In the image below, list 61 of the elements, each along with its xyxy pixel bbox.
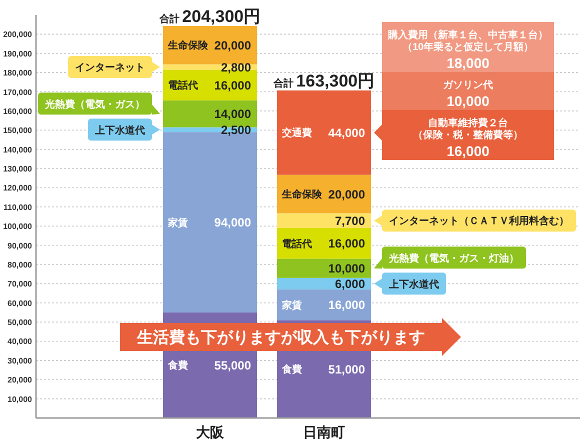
card-text: ガソリン代: [443, 80, 493, 91]
y-tick-label: 10,000: [8, 394, 32, 404]
y-tick-label: 130,000: [3, 164, 32, 174]
series-name: 食費: [168, 360, 188, 372]
y-tick-label: 110,000: [4, 202, 32, 212]
series-name: 家賃: [282, 300, 302, 312]
total: 合計 163,300円: [273, 71, 375, 90]
value-label: 16,000: [214, 78, 251, 92]
value-label: 16,000: [328, 236, 365, 251]
y-tick-label: 100,000: [3, 222, 32, 232]
y-tick-label: 70,000: [8, 280, 32, 289]
y-tick-label: 180,000: [3, 68, 32, 78]
series-name: 食費: [282, 364, 302, 376]
value-label: 94,000: [214, 216, 251, 230]
card-text: 自動車維持費２台（保険・税・整備費等）: [413, 118, 523, 141]
series-name: 電話代: [168, 80, 198, 92]
y-tick-label: 40,000: [8, 337, 32, 346]
legend-label: 上下水道代: [95, 125, 145, 136]
y-tick-label: 120,000: [3, 184, 32, 193]
y-tick-label: 150,000: [3, 126, 32, 136]
callout-text: インターネット（ＣＡＴＶ利用料含む）: [389, 216, 569, 228]
legend-label: 光熱費（電気・ガス）: [45, 99, 145, 110]
category-label: 大阪: [196, 424, 224, 440]
y-tick-label: 30,000: [8, 356, 32, 366]
value-label: 2,800: [220, 60, 251, 74]
value-label: 20,000: [214, 38, 251, 52]
value-label: 55,000: [214, 358, 251, 373]
y-tick-label: 160,000: [3, 106, 32, 116]
card-text: 購入費用（新車１台、中古車１台）（10年乗ると仮定して月額）: [388, 30, 548, 53]
series-name: 電話代: [282, 238, 312, 250]
value-label: 44,000: [328, 126, 365, 140]
legend-label: インターネット: [75, 62, 145, 74]
banner-text: 生活費も下がりますが収入も下がります: [137, 330, 425, 346]
y-tick-label: 190,000: [3, 49, 32, 58]
value-label: 14,000: [214, 107, 251, 122]
series-name: 家賃: [168, 218, 188, 229]
series-name: 生命保険: [168, 40, 208, 52]
value-label: 20,000: [328, 187, 365, 202]
series-name: 生命保険: [282, 190, 322, 201]
value-label: 2,500: [220, 122, 251, 137]
y-tick-label: 20,000: [8, 376, 32, 385]
y-tick-label: 170,000: [3, 88, 32, 97]
value-label: 6,000: [334, 276, 365, 291]
series-name: 交通費: [282, 128, 312, 140]
total: 合計 204,300円: [159, 6, 261, 26]
card-number: 16,000: [446, 143, 490, 159]
y-tick-label: 60,000: [8, 298, 32, 308]
value-label: 10,000: [328, 262, 365, 276]
callout-text: 上下水道代: [389, 279, 439, 290]
callout-text: 光熱費（電気・ガス・灯油）: [389, 253, 519, 264]
card-number: 18,000: [446, 55, 490, 71]
y-tick-label: 140,000: [3, 145, 32, 154]
value-label: 51,000: [328, 362, 365, 376]
y-tick-label: 200,000: [3, 30, 32, 40]
y-tick-label: 50,000: [8, 318, 32, 328]
category-label: 日南町: [303, 424, 345, 440]
value-label: 16,000: [328, 298, 365, 312]
value-label: 7,700: [334, 214, 365, 228]
y-tick-label: 90,000: [8, 241, 32, 250]
y-tick-label: 80,000: [8, 260, 32, 270]
card-number: 10,000: [446, 93, 490, 109]
